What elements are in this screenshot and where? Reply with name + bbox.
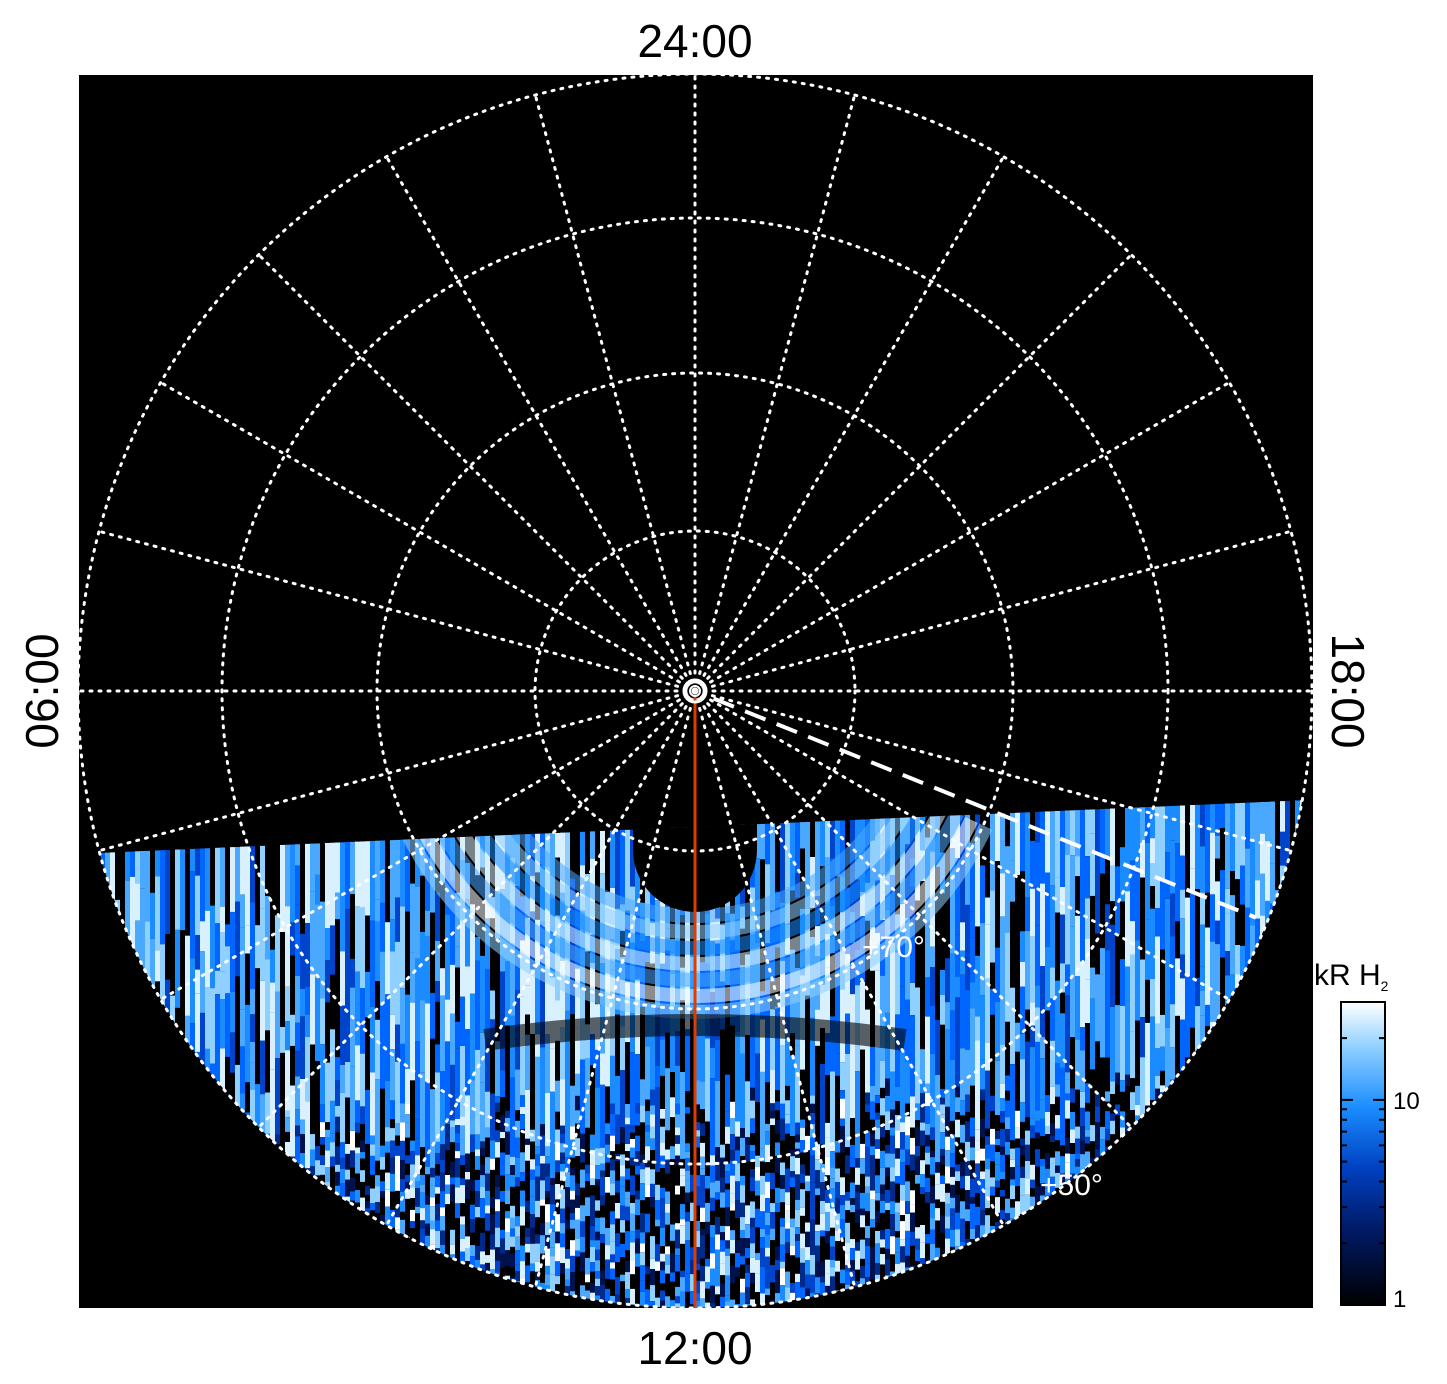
meridian-line-22 xyxy=(693,381,1231,693)
meridian-line-17 xyxy=(533,93,697,693)
latitude-circle-50 xyxy=(76,72,1314,1310)
meridian-line-2 xyxy=(693,689,1231,1001)
latitude-circle-60 xyxy=(220,216,1170,1166)
meridian-line-13 xyxy=(97,529,697,693)
meridian-line-19 xyxy=(693,93,857,693)
coordinate-grid xyxy=(76,72,1314,1310)
pole-marker xyxy=(682,678,708,704)
meridian-line-15 xyxy=(257,253,697,693)
meridian-line-10 xyxy=(159,689,697,1001)
meridian-line-16 xyxy=(385,155,697,693)
meridian-line-21 xyxy=(693,253,1133,693)
latitude-label-70: +70° xyxy=(862,931,925,964)
colorbar-tick-label-10: 10 xyxy=(1393,1088,1420,1115)
colorbar-title-subscript: 2 xyxy=(1381,978,1389,994)
colorbar-title-main: kR H xyxy=(1314,959,1381,992)
colorbar-title: kR H2 xyxy=(1314,959,1389,994)
meridian-line-3 xyxy=(693,689,1133,1129)
colorbar-ticks xyxy=(1341,1001,1385,1306)
local-time-label-right: 18:00 xyxy=(1322,633,1374,748)
local-time-label-bottom: 12:00 xyxy=(637,1322,752,1374)
meridian-line-8 xyxy=(385,689,697,1227)
latitude-label-50: +50° xyxy=(1040,1169,1103,1202)
colorbar: kR H2 10 1 xyxy=(1314,959,1420,1313)
meridian-line-23 xyxy=(693,529,1293,693)
dashed-line xyxy=(712,696,1257,920)
meridian-line-4 xyxy=(693,689,1005,1227)
meridian-line-9 xyxy=(257,689,697,1129)
meridian-line-1 xyxy=(693,689,1293,853)
colorbar-gradient xyxy=(1340,1001,1386,1306)
meridian-line-5 xyxy=(693,689,857,1289)
local-time-label-left: 06:00 xyxy=(16,633,68,748)
meridian-line-7 xyxy=(533,689,697,1289)
meridian-line-14 xyxy=(159,381,697,693)
meridian-line-20 xyxy=(693,155,1005,693)
local-time-label-top: 24:00 xyxy=(637,15,752,67)
meridian-line-11 xyxy=(97,689,697,853)
dashed-boundary-line xyxy=(712,696,1257,920)
colorbar-tick-label-1: 1 xyxy=(1393,1286,1406,1313)
